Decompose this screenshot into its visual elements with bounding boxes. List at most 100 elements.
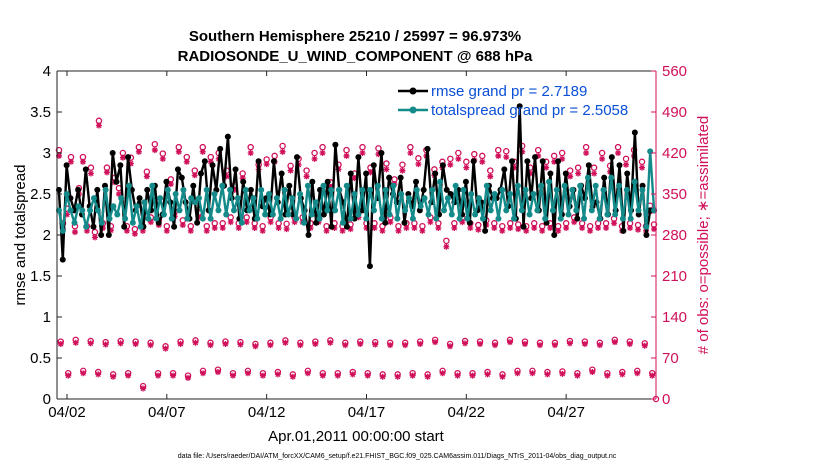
obs-assimilated-point [132,340,139,347]
obs-assimilated-point [187,227,194,234]
rmse-point [532,154,539,161]
legend-spread-marker [409,106,417,114]
obs-assimilated-point [312,340,319,347]
obs-assimilated-point [147,219,154,226]
obs-possible-point [638,158,646,166]
obs-possible-point [319,143,326,151]
rmse-point [255,158,262,165]
rmse-point [462,178,469,185]
spread-point [281,186,288,193]
x-ticks: 04/02 04/07 04/12 04/17 04/22 04/27 [48,71,585,421]
spread-point [75,203,82,210]
spread-point [444,195,451,202]
spread-point [394,215,401,222]
obs-possible-point [495,146,502,154]
obs-possible-point [463,158,470,166]
rmse-point [608,154,615,161]
obs-assimilated-point [71,229,78,236]
obs-assimilated-point [119,154,126,161]
spread-point [378,215,385,222]
obs-assimilated-point [131,230,138,237]
obs-assimilated-point [567,173,574,180]
obs-possible-point [343,146,350,154]
obs-possible-point [622,155,630,163]
obs-assimilated-point [323,227,330,234]
obs-possible-point [614,143,622,151]
obs-assimilated-point [375,151,382,158]
rmse-point [194,219,201,226]
rmse-point [286,182,293,189]
y-tick-left-label: 1.5 [30,268,51,285]
obs-assimilated-point [117,340,124,347]
obs-assimilated-point [87,170,94,177]
obs-assimilated-point [179,222,186,229]
obs-assimilated-point [147,342,154,349]
spread-point [390,182,397,189]
obs-assimilated-point [351,175,358,182]
obs-assimilated-point [419,227,426,234]
obs-assimilated-point [237,341,244,348]
obs-possible-point [550,152,558,160]
obs-assimilated-point [454,372,461,379]
y-axis-label-right: # of obs: o=possible; ∗=assimilated [695,116,712,355]
obs-assimilated-point [107,227,114,234]
obs-possible-point [247,143,254,151]
obs-assimilated-point [432,339,439,346]
obs-assimilated-point [511,164,518,171]
obs-assimilated-point [551,342,558,349]
obs-assimilated-point [435,224,442,231]
spread-point [409,215,416,222]
obs-possible-point [590,164,598,171]
obs-assimilated-point [566,340,573,347]
spread-point [359,186,366,193]
rmse-point [144,186,151,193]
obs-assimilated-point [539,227,546,234]
rmse-point [432,170,439,177]
rmse-point [370,162,377,169]
spread-point [495,215,502,222]
obs-assimilated-point [503,154,510,161]
obs-assimilated-point [191,172,198,179]
obs-assimilated-point [611,339,618,346]
obs-assimilated-point [521,340,528,347]
rmse-point [424,145,431,152]
obs-assimilated-point [364,372,371,379]
obs-assimilated-point [417,340,424,347]
obs-assimilated-point [595,224,602,231]
spread-point [456,215,463,222]
spread-point [557,215,564,222]
y-axis-label-left: rmse and totalspread [12,165,29,306]
rmse-point [551,232,558,238]
rmse-point [313,219,320,226]
rmse-point [520,223,527,230]
obs-assimilated-point [79,158,86,165]
spread-point [577,182,584,189]
spread-point [639,186,646,193]
obs-assimilated-point [515,226,522,233]
obs-assimilated-point [307,224,314,231]
obs-possible-point [479,152,486,160]
spread-point [569,186,576,193]
y-tick-left-label: 2.5 [30,186,51,203]
obs-assimilated-point [579,224,586,231]
obs-assimilated-point [415,161,422,168]
spread-point [285,211,292,218]
obs-assimilated-point [102,341,109,348]
obs-assimilated-point [349,371,356,378]
spread-point [168,215,175,222]
legend-spread-label: totalspread grand pr = 2.5058 [431,102,628,119]
obs-possible-point [582,143,590,151]
obs-assimilated-point [536,342,543,349]
obs-assimilated-point [402,342,409,349]
spread-point [386,211,393,218]
rmse-point [516,103,523,110]
obs-assimilated-point [581,340,588,347]
rmse-point [232,166,239,173]
spread-point [596,215,603,222]
rmse-point [616,162,623,169]
spread-point [600,186,607,193]
spread-point [137,223,144,230]
rmse-point [470,158,477,165]
spread-point [312,199,319,206]
rmse-point [305,232,312,238]
